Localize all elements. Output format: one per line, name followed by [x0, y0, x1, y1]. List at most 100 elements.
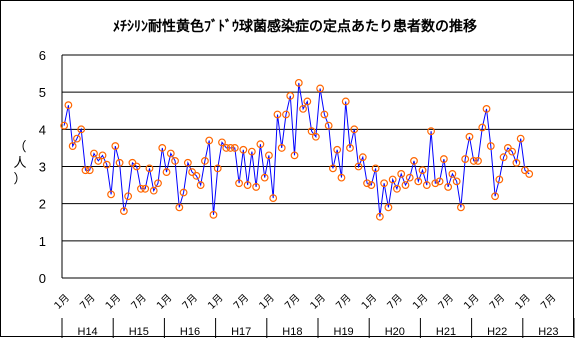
data-point — [145, 164, 154, 173]
x-tick-label: 1月 — [513, 292, 533, 312]
year-label: H20 — [385, 326, 405, 338]
data-point — [175, 203, 184, 212]
series-group — [60, 78, 534, 221]
data-point — [209, 210, 218, 219]
data-point — [90, 149, 98, 158]
x-tick-label: 1月 — [359, 292, 379, 312]
data-point — [282, 110, 290, 119]
data-point — [149, 186, 158, 195]
data-point — [243, 181, 252, 189]
data-point — [290, 151, 299, 160]
data-point — [158, 144, 167, 152]
x-tick-label: 7月 — [180, 292, 200, 312]
y-tick-label: 3 — [39, 160, 46, 175]
chart-title: ﾒﾁｼﾘﾝ耐性黄色ﾌﾞﾄﾞｳ球菌感染症の定点あたり患者数の推移 — [113, 19, 477, 35]
y-tick-label: 5 — [39, 85, 46, 100]
data-point — [205, 136, 214, 145]
data-point — [166, 149, 175, 158]
data-point — [218, 138, 226, 147]
year-groups: H14 H15 H16 H17 H18 H19 H20 H21 H22 H23 — [61, 318, 575, 338]
y-tick-label: 2 — [39, 197, 46, 212]
x-tick-label: 1月 — [52, 292, 72, 312]
data-point — [341, 97, 350, 106]
y-axis-ticks: 0 1 2 3 4 5 6 — [39, 48, 46, 286]
data-point — [448, 170, 457, 178]
data-point — [68, 142, 77, 150]
data-point — [277, 144, 286, 152]
data-point — [354, 162, 363, 171]
data-point — [427, 127, 435, 136]
data-point — [486, 142, 495, 150]
x-tick-label: 7月 — [231, 292, 251, 312]
x-tick-label: 1月 — [462, 292, 482, 312]
x-tick-label: 7月 — [129, 292, 149, 312]
year-label: H19 — [334, 326, 354, 338]
x-tick-label: 7月 — [334, 292, 354, 312]
data-point — [499, 153, 508, 162]
x-tick-label: 1月 — [308, 292, 328, 312]
data-point — [124, 192, 133, 201]
data-point — [286, 91, 295, 100]
year-label: H21 — [436, 326, 456, 338]
data-point — [431, 179, 440, 188]
data-point — [81, 166, 90, 175]
data-point — [141, 184, 150, 193]
data-point — [179, 188, 188, 197]
y-tick-label: 1 — [39, 234, 46, 249]
y-axis-label-close: ） — [13, 172, 27, 187]
data-point — [482, 104, 491, 113]
data-point — [273, 110, 282, 119]
data-point — [307, 127, 316, 136]
x-tick-label: 1月 — [103, 292, 123, 312]
data-point — [183, 158, 192, 167]
y-axis-label: （ 人 ） — [13, 140, 27, 188]
data-point — [491, 192, 499, 201]
data-point — [171, 157, 179, 165]
data-point — [256, 140, 265, 149]
y-tick-label: 0 — [39, 271, 46, 286]
data-point — [358, 153, 367, 162]
data-point — [380, 179, 389, 188]
x-tick-label: 1月 — [410, 292, 430, 312]
data-point — [201, 157, 209, 165]
data-point — [397, 170, 406, 178]
data-point — [329, 164, 337, 173]
data-point — [239, 145, 248, 154]
data-point — [363, 179, 371, 188]
data-point — [111, 142, 120, 150]
data-point — [324, 121, 333, 130]
data-point — [265, 151, 273, 160]
data-point — [154, 179, 162, 188]
year-label: H16 — [180, 326, 200, 338]
data-point — [119, 207, 128, 216]
data-point — [303, 97, 312, 106]
x-tick-label: 7月 — [385, 292, 405, 312]
data-point — [418, 166, 427, 175]
data-point — [393, 184, 401, 193]
data-point — [73, 134, 81, 143]
data-point — [375, 212, 384, 221]
data-point — [192, 171, 201, 180]
x-tick-label: 7月 — [282, 292, 302, 312]
x-tick-label: 1月 — [206, 292, 226, 312]
data-point — [346, 144, 354, 152]
data-point — [405, 173, 414, 182]
x-tick-label: 7月 — [436, 292, 456, 312]
data-point — [469, 157, 478, 165]
data-point — [337, 173, 346, 182]
x-tick-label: 7月 — [538, 292, 558, 312]
data-point — [294, 78, 303, 87]
y-tick-label: 6 — [39, 48, 46, 63]
year-label: H17 — [231, 326, 251, 338]
year-label: H23 — [538, 326, 558, 338]
data-point — [388, 175, 397, 184]
data-point — [316, 84, 325, 93]
data-point — [384, 203, 393, 212]
data-point — [320, 110, 329, 119]
x-tick-label: 7月 — [487, 292, 507, 312]
gridlines — [62, 54, 574, 279]
data-point — [333, 145, 342, 154]
data-point — [410, 157, 418, 165]
x-axis-ticks: 1月 7月 1月 7月 1月 7月 1月 7月 1月 7月 1月 7月 1月 7月 1月 7月 1月 7月 1月 7月 — [52, 292, 558, 312]
